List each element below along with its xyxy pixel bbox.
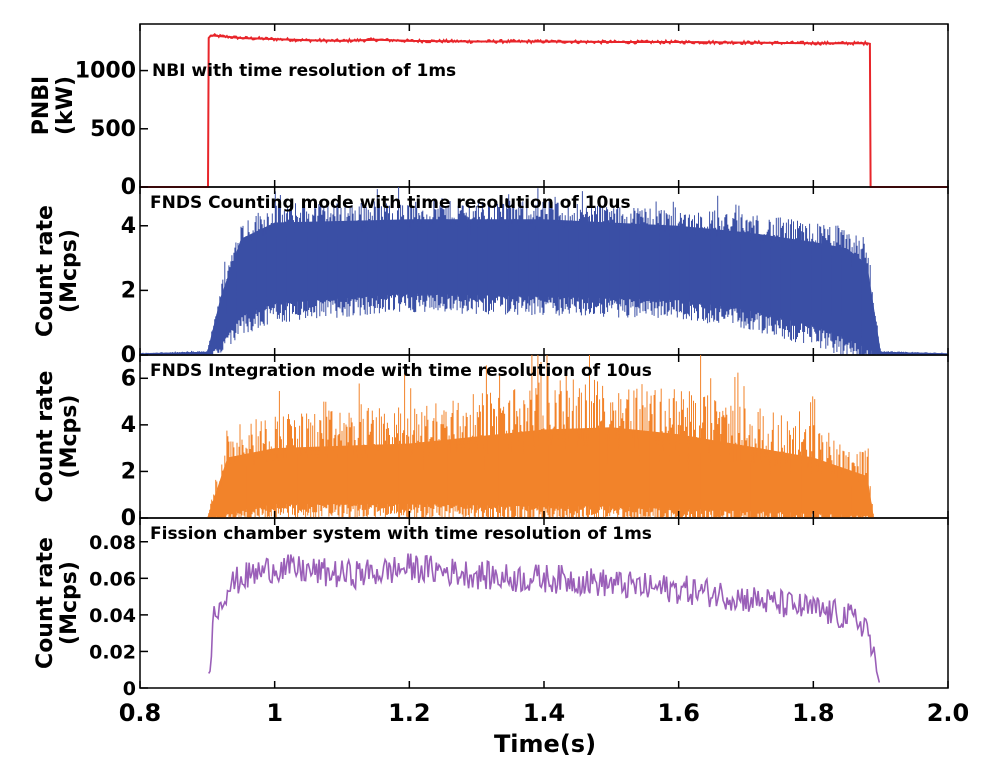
panel-4: 0 0.02 0.04 0.06 0.08 Fission chamber system … — [33, 517, 949, 700]
y-axis-2: 0 2 4 — [121, 214, 148, 368]
y-tick-label: 4 — [121, 214, 136, 239]
series-spikes — [207, 355, 874, 518]
y-tick-label: 500 — [90, 117, 136, 142]
x-axis-label: Time(s) — [494, 730, 596, 758]
y-tick-label: 0.06 — [89, 568, 136, 590]
y-axis-label-line: Count rate — [33, 371, 58, 503]
x-tick-label: 2.0 — [927, 699, 970, 727]
y-axis-label-line: (Mcps) — [57, 229, 82, 313]
y-axis-label: PNBI(kW) — [29, 76, 78, 136]
y-tick-label: 0 — [121, 175, 136, 200]
y-tick-label: 1000 — [75, 59, 136, 84]
x-tick-label: 0.8 — [119, 699, 162, 727]
x-tick-label: 1.6 — [657, 699, 700, 727]
y-axis-label-line: (kW) — [53, 76, 78, 135]
series-line — [208, 553, 881, 683]
panel-title: Fission chamber system with time resolut… — [150, 524, 652, 544]
y-tick-label: 0 — [121, 343, 136, 368]
y-axis-label: Count rate(Mcps) — [33, 371, 82, 503]
y-axis-1: 0 500 1000 — [75, 59, 148, 200]
y-axis-label-line: Count rate — [33, 205, 58, 337]
y-axis-label: Count rate(Mcps) — [33, 537, 82, 669]
series-3 — [140, 355, 948, 518]
y-tick-label: 0.02 — [89, 641, 136, 663]
series-1 — [140, 32, 948, 188]
y-tick-label: 2 — [121, 459, 136, 484]
y-tick-label: 0.04 — [89, 605, 136, 627]
y-tick-label: 0 — [121, 506, 136, 531]
panel-1: 0 500 1000 NBI with time resolution of 1ms P… — [29, 23, 949, 200]
panels-layer: 0 500 1000 NBI with time resolution of 1ms P… — [29, 23, 949, 700]
panel-frame — [139, 23, 949, 188]
y-axis-label-line: (Mcps) — [57, 561, 82, 645]
x-axis: 0.8 1 1.2 1.4 1.6 1.8 2.0 — [119, 24, 970, 727]
panel-title: FNDS Integration mode with time resoluti… — [150, 361, 652, 381]
series-noise — [210, 32, 869, 47]
y-axis-label-line: Count rate — [33, 537, 58, 669]
y-axis-label-line: PNBI — [29, 76, 54, 136]
x-tick-label: 1 — [266, 699, 283, 727]
panel-2: 0 2 4 FNDS Counting mode with time resoluti… — [33, 186, 949, 368]
y-tick-label: 0 — [123, 678, 136, 700]
x-tick-label: 1.2 — [388, 699, 431, 727]
y-axis-3: 0 2 4 6 — [121, 366, 148, 531]
y-axis-4: 0 0.02 0.04 0.06 0.08 — [89, 532, 148, 700]
x-tick-label: 1.8 — [792, 699, 835, 727]
series-line — [140, 34, 948, 188]
y-tick-label: 2 — [121, 278, 136, 303]
y-axis-label: Count rate(Mcps) — [33, 205, 82, 337]
y-tick-label: 6 — [121, 366, 136, 391]
y-tick-label: 0.08 — [89, 532, 136, 554]
panel-3: 0 2 4 6 FNDS Integration mode with time reso… — [33, 354, 949, 531]
x-tick-label: 1.4 — [523, 699, 566, 727]
panel-title: NBI with time resolution of 1ms — [152, 61, 456, 81]
panel-title: FNDS Counting mode with time resolution … — [150, 193, 631, 213]
series-4 — [208, 553, 881, 683]
y-axis-label-line: (Mcps) — [57, 395, 82, 479]
y-tick-label: 4 — [121, 413, 136, 438]
